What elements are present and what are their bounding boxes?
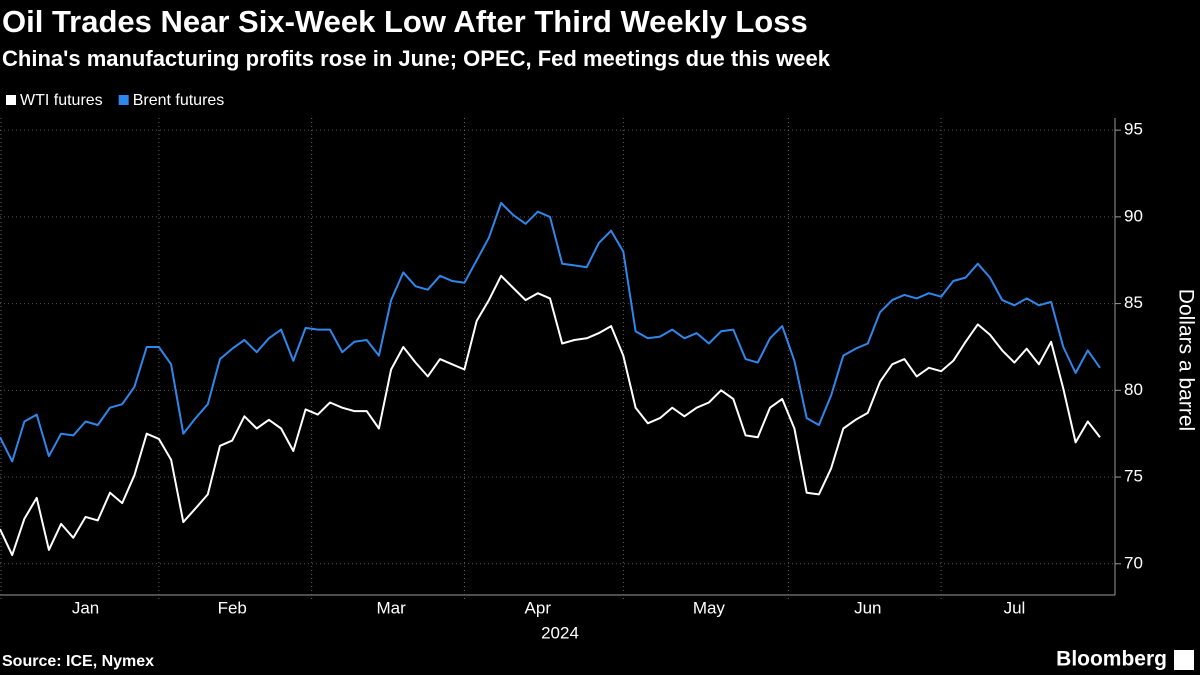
brand-icon xyxy=(1174,650,1194,670)
x-tick-label: Apr xyxy=(525,598,552,617)
legend-label: WTI futures xyxy=(20,92,103,109)
y-tick-label: 70 xyxy=(1124,553,1143,572)
source: Source: ICE, Nymex xyxy=(2,653,154,670)
x-tick-label: Jan xyxy=(72,598,99,617)
legend-swatch xyxy=(6,95,16,105)
x-axis-label: 2024 xyxy=(541,623,579,642)
chart-title: Oil Trades Near Six-Week Low After Third… xyxy=(2,4,808,39)
x-tick-label: Jul xyxy=(1004,598,1026,617)
legend-swatch xyxy=(118,95,129,105)
x-tick-label: Feb xyxy=(218,598,247,617)
y-tick-label: 90 xyxy=(1124,206,1143,225)
series-line xyxy=(0,202,1101,463)
y-axis-label: Dollars a barrel xyxy=(1174,289,1197,431)
legend-label: Brent futures xyxy=(133,92,225,109)
y-tick-label: 85 xyxy=(1124,293,1143,312)
y-tick-label: 80 xyxy=(1124,380,1143,399)
series-line xyxy=(0,274,1101,557)
y-tick-label: 95 xyxy=(1124,120,1143,139)
x-tick-label: Mar xyxy=(376,598,406,617)
y-tick-label: 75 xyxy=(1124,467,1143,486)
brand: Bloomberg xyxy=(1056,648,1167,671)
x-tick-label: May xyxy=(693,598,726,617)
x-tick-label: Jun xyxy=(854,598,881,617)
chart-subtitle: China's manufacturing profits rose in Ju… xyxy=(2,46,831,71)
